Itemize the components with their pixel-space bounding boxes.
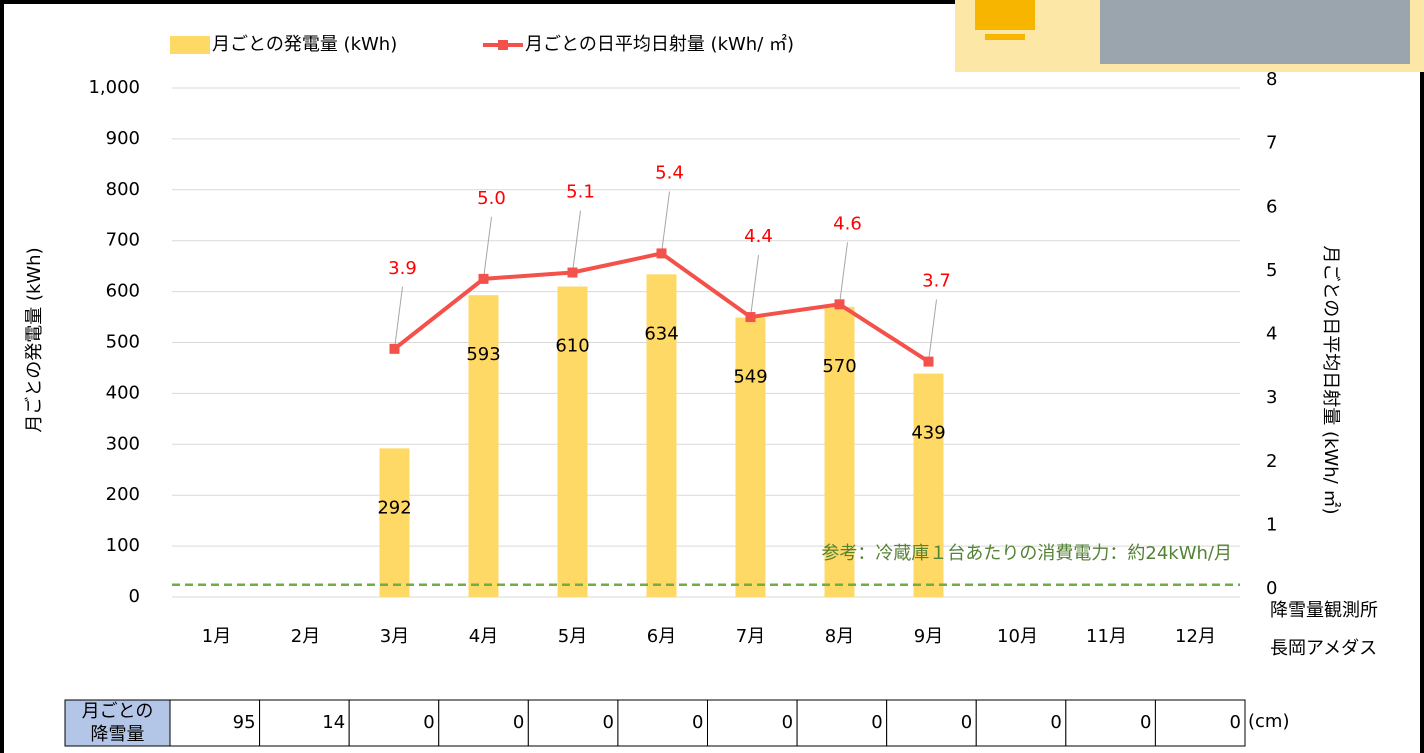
table-value: 0 — [692, 712, 703, 733]
chart: 月ごとの発電量 (kWh) 月ごとの日平均日射量 (kWh/ ㎡) 降雪量観測所… — [0, 0, 1424, 753]
y2-tick-label: 3 — [1266, 387, 1277, 408]
legend-swatch — [170, 36, 210, 54]
x-tick-label: 11月 — [1086, 626, 1127, 647]
y-tick-label: 0 — [129, 586, 140, 607]
y2-axis-title: 月ごとの日平均日射量 (kWh/ ㎡) — [1320, 245, 1342, 514]
reference-label: 参考：冷蔵庫１台あたりの消費電力：約24kWh/月 — [821, 543, 1232, 564]
legend-label: 月ごとの日平均日射量 (kWh/ ㎡) — [525, 33, 794, 55]
x-tick-label: 1月 — [202, 626, 231, 647]
data-label: 5.1 — [566, 182, 595, 203]
y2-tick-label: 1 — [1266, 514, 1277, 535]
page: {"chart_data": {"type": "bar-line", "cat… — [0, 0, 1424, 753]
leader-line — [573, 211, 581, 273]
y-tick-label: 900 — [106, 128, 140, 149]
y2-tick-label: 4 — [1266, 324, 1277, 345]
y2-tick-label: 7 — [1266, 133, 1277, 154]
leader-line — [751, 255, 759, 317]
table-value: 14 — [322, 712, 345, 733]
y-tick-label: 1,000 — [88, 77, 140, 98]
y-tick-label: 500 — [106, 332, 140, 353]
y-tick-label: 100 — [106, 535, 140, 556]
marker — [746, 312, 756, 322]
data-label: 5.4 — [655, 162, 684, 183]
table-value: 0 — [1230, 712, 1241, 733]
table-value: 0 — [871, 712, 882, 733]
table-header: 月ごとの — [82, 701, 154, 722]
x-tick-label: 7月 — [736, 626, 765, 647]
data-label: 3.9 — [388, 258, 417, 279]
photo — [1100, 0, 1410, 64]
data-label: 5.0 — [477, 188, 506, 209]
data-label: 634 — [644, 323, 678, 344]
bar — [380, 448, 410, 597]
y-tick-label: 400 — [106, 382, 140, 403]
bar — [736, 318, 766, 597]
table-header: 降雪量 — [91, 724, 145, 745]
table-value: 0 — [1140, 712, 1151, 733]
table-value: 95 — [233, 712, 256, 733]
y-tick-label: 800 — [106, 179, 140, 200]
marker — [479, 274, 489, 284]
y-axis-title: 月ごとの発電量 (kWh) — [24, 247, 45, 432]
y2-tick-label: 5 — [1266, 260, 1277, 281]
marker — [657, 248, 667, 258]
solar-icon — [975, 0, 1035, 30]
data-label: 3.7 — [922, 271, 951, 292]
y2-tick-label: 6 — [1266, 196, 1277, 217]
x-tick-label: 3月 — [380, 626, 409, 647]
x-tick-label: 10月 — [997, 626, 1038, 647]
annotation: 降雪量観測所 — [1270, 600, 1378, 621]
bar — [469, 295, 499, 597]
marker — [835, 299, 845, 309]
leader-line — [929, 300, 937, 362]
leader-line — [662, 191, 670, 253]
table-value: 0 — [1050, 712, 1061, 733]
y2-tick-label: 8 — [1266, 69, 1277, 90]
data-label: 570 — [822, 356, 856, 377]
y-tick-label: 600 — [106, 281, 140, 302]
annotation: 長岡アメダス — [1270, 638, 1377, 659]
y2-tick-label: 0 — [1266, 578, 1277, 599]
table-value: 0 — [961, 712, 972, 733]
bar — [558, 287, 588, 597]
table-value: 0 — [782, 712, 793, 733]
y-tick-label: 700 — [106, 230, 140, 251]
data-label: 292 — [377, 497, 411, 518]
data-label: 549 — [733, 367, 767, 388]
x-tick-label: 6月 — [647, 626, 676, 647]
data-label: 610 — [555, 336, 589, 357]
leader-line — [484, 217, 492, 279]
table-value: 0 — [513, 712, 524, 733]
data-label: 593 — [466, 344, 500, 365]
legend-label: 月ごとの発電量 (kWh) — [212, 34, 397, 55]
leader-line — [395, 287, 403, 349]
solar-icon-stand — [985, 34, 1025, 40]
x-tick-label: 4月 — [469, 626, 498, 647]
marker — [924, 357, 934, 367]
y-tick-label: 200 — [106, 484, 140, 505]
y2-tick-label: 2 — [1266, 451, 1277, 472]
x-tick-label: 9月 — [914, 626, 943, 647]
y-tick-label: 300 — [106, 433, 140, 454]
legend-swatch — [498, 40, 508, 50]
data-label: 4.6 — [833, 213, 862, 234]
marker — [390, 344, 400, 354]
leader-line — [840, 242, 848, 304]
x-tick-label: 8月 — [825, 626, 854, 647]
x-tick-label: 5月 — [558, 626, 587, 647]
table-unit: (cm) — [1248, 711, 1289, 732]
table-value: 0 — [423, 712, 434, 733]
table-value: 0 — [602, 712, 613, 733]
data-label: 4.4 — [744, 226, 773, 247]
marker — [568, 268, 578, 278]
x-tick-label: 2月 — [291, 626, 320, 647]
data-label: 439 — [911, 423, 945, 444]
x-tick-label: 12月 — [1175, 626, 1216, 647]
